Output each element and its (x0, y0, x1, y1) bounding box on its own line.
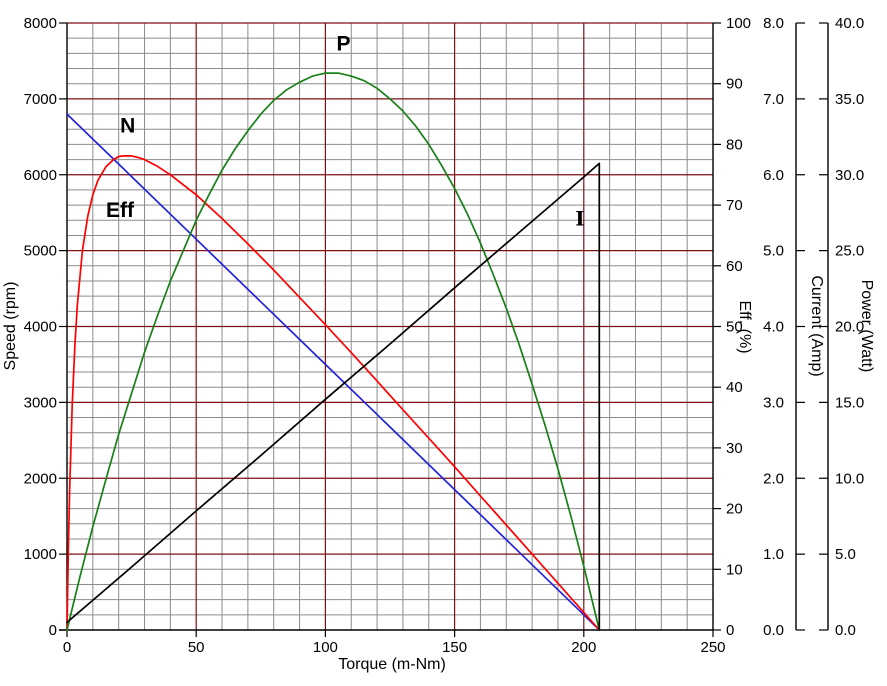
series-Eff-curve (66, 155, 601, 631)
eff-tick-label: 20 (726, 501, 743, 518)
power-axis-title: Power (Watt) (858, 280, 875, 373)
power-tick-label: 15.0 (835, 394, 864, 411)
torque-axis-title: Torque (m-Nm) (338, 656, 446, 673)
speed-tick-label: 2000 (24, 470, 57, 487)
speed-tick-label: 0 (49, 622, 57, 639)
torque-tick-label: 250 (700, 639, 725, 656)
power-tick-label: 40.0 (835, 15, 864, 32)
eff-tick-label: 90 (726, 76, 743, 93)
speed-tick-label: 3000 (24, 394, 57, 411)
eff-tick-label: 60 (726, 258, 743, 275)
eff-tick-label: 80 (726, 136, 743, 153)
speed-tick-label: 7000 (24, 91, 57, 108)
power-tick-label: 5.0 (835, 546, 856, 563)
speed-tick-label: 4000 (24, 319, 57, 336)
power-tick-label: 10.0 (835, 470, 864, 487)
power-tick-label: 0.0 (835, 622, 856, 639)
eff-tick-label: 40 (726, 379, 743, 396)
current-tick-label: 2.0 (763, 470, 784, 487)
eff-axis-title: Eff, (%) (736, 300, 753, 353)
current-tick-label: 6.0 (763, 167, 784, 184)
torque-tick-label: 150 (442, 639, 467, 656)
current-tick-label: 4.0 (763, 319, 784, 336)
axis-ticks (59, 22, 828, 637)
eff-tick-label: 10 (726, 561, 743, 578)
series-P-label: P (336, 32, 350, 55)
speed-tick-label: 5000 (24, 243, 57, 260)
power-tick-label: 20.0 (835, 319, 864, 336)
series-I-curve (66, 162, 601, 631)
speed-tick-label: 1000 (24, 546, 57, 563)
eff-tick-label: 0 (726, 622, 734, 639)
series-group (66, 72, 601, 631)
power-tick-label: 30.0 (835, 167, 864, 184)
series-Eff-label: Eff (106, 199, 135, 222)
current-tick-label: 8.0 (763, 15, 784, 32)
speed-axis-title: Speed (rpm) (2, 282, 19, 371)
eff-tick-label: 100 (726, 15, 751, 32)
torque-tick-label: 200 (571, 639, 596, 656)
current-tick-label: 3.0 (763, 394, 784, 411)
current-tick-label: 0.0 (763, 622, 784, 639)
current-tick-label: 7.0 (763, 91, 784, 108)
power-tick-label: 35.0 (835, 91, 864, 108)
eff-tick-label: 50 (726, 319, 743, 336)
speed-tick-label: 8000 (24, 15, 57, 32)
series-P-curve (66, 72, 601, 631)
torque-tick-label: 0 (63, 639, 71, 656)
torque-tick-label: 50 (188, 639, 205, 656)
current-axis-title: Current (Amp) (808, 275, 825, 376)
series-N-label: N (120, 114, 135, 137)
eff-tick-label: 30 (726, 440, 743, 457)
speed-tick-label: 6000 (24, 167, 57, 184)
eff-tick-label: 70 (726, 197, 743, 214)
current-tick-label: 5.0 (763, 243, 784, 260)
torque-tick-label: 100 (313, 639, 338, 656)
major-gridlines (67, 22, 713, 630)
power-tick-label: 25.0 (835, 243, 864, 260)
series-I-label: I (575, 207, 584, 231)
current-tick-label: 1.0 (763, 546, 784, 563)
series-N-curve (66, 113, 601, 631)
